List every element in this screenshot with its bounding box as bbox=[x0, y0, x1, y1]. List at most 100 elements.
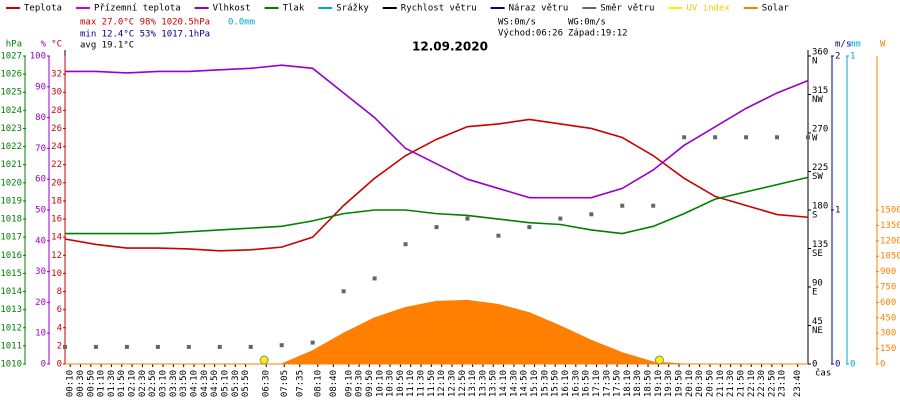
x-tick-label: 09:30 bbox=[355, 370, 365, 397]
x-tick-label: 11:50 bbox=[427, 370, 437, 397]
x-tick-label: 12:50 bbox=[458, 370, 468, 397]
legend-label: Náraz větru bbox=[509, 4, 569, 14]
wind-direction-point bbox=[620, 203, 625, 208]
wind-direction-point bbox=[279, 343, 284, 348]
y-tick-label: 1021 bbox=[0, 160, 22, 170]
y-tick-label: 10 bbox=[51, 269, 62, 279]
wind-direction-point bbox=[558, 216, 563, 221]
y-tick-label: 2 bbox=[835, 52, 840, 62]
x-tick-label: 10:50 bbox=[396, 370, 406, 397]
y-tick-label: 10 bbox=[35, 329, 46, 339]
x-tick-label: 14:50 bbox=[520, 370, 530, 397]
y-tick-label: 1019 bbox=[0, 196, 22, 206]
wind-direction-point bbox=[465, 216, 470, 221]
y-tick-label: 1 bbox=[850, 52, 855, 62]
x-tick-label: 21:10 bbox=[716, 370, 726, 397]
wind-direction-point bbox=[217, 344, 222, 349]
y-tick-label: 0 bbox=[835, 360, 840, 370]
wind-direction-point bbox=[713, 135, 718, 140]
x-tick-label: 23:40 bbox=[793, 370, 803, 397]
wind-direction-point bbox=[806, 135, 810, 140]
y-tick-label: 300 bbox=[880, 329, 896, 339]
y-tick-label: 1026 bbox=[0, 70, 22, 80]
y-tick-label: 60 bbox=[35, 175, 46, 185]
y-tick-label: 180 bbox=[812, 202, 828, 212]
y-tick-label: SE bbox=[812, 249, 823, 259]
y-tick-label: W bbox=[812, 134, 818, 144]
wind-direction-point bbox=[155, 344, 160, 349]
legend-label: Srážky bbox=[336, 4, 369, 14]
y-tick-label: 1350 bbox=[880, 221, 900, 231]
x-tick-label: 22:50 bbox=[767, 370, 777, 397]
y-tick-label: 1023 bbox=[0, 124, 22, 134]
y-tick-label: 12 bbox=[51, 251, 62, 261]
x-tick-label: 10:10 bbox=[375, 370, 385, 397]
wind-direction-point bbox=[651, 203, 656, 208]
y-tick-label: E bbox=[812, 288, 817, 298]
x-tick-label: 17:10 bbox=[592, 370, 602, 397]
y-tick-label: 600 bbox=[880, 298, 896, 308]
x-tick-label: 12:10 bbox=[437, 370, 447, 397]
wind-direction-point bbox=[682, 135, 687, 140]
y-tick-label: 0 bbox=[850, 360, 855, 370]
y-tick-label: 16 bbox=[51, 215, 62, 225]
legend-label: Tlak bbox=[283, 4, 305, 14]
y-tick-label: 135 bbox=[812, 240, 828, 250]
y-axis-title: W bbox=[880, 40, 886, 50]
x-tick-label: 01:10 bbox=[97, 370, 107, 397]
x-tick-label: 16:50 bbox=[582, 370, 592, 397]
wind-direction-point bbox=[589, 212, 594, 217]
y-tick-label: 1024 bbox=[0, 106, 22, 116]
y-tick-label: S bbox=[812, 211, 817, 221]
wind-direction-point bbox=[434, 225, 439, 230]
x-tick-label: 18:10 bbox=[623, 370, 633, 397]
stat-avg: avg 19.1°C bbox=[80, 41, 134, 51]
y-tick-label: 45 bbox=[812, 317, 823, 327]
legend-label: Vlhkost bbox=[213, 4, 251, 14]
y-tick-label: 28 bbox=[51, 106, 62, 116]
legend-label: Solar bbox=[762, 4, 790, 14]
y-tick-label: 1025 bbox=[0, 88, 22, 98]
y-tick-label: 70 bbox=[35, 144, 46, 154]
x-tick-label: 19:50 bbox=[674, 370, 684, 397]
x-tick-label: 01:50 bbox=[117, 370, 127, 397]
x-tick-label: 00:30 bbox=[76, 370, 86, 397]
y-tick-label: 80 bbox=[35, 113, 46, 123]
y-tick-label: SW bbox=[812, 172, 823, 182]
sun-marker bbox=[259, 355, 269, 365]
x-tick-label: 21:50 bbox=[736, 370, 746, 397]
y-tick-label: 1500 bbox=[880, 206, 900, 216]
y-axis-title: hPa bbox=[6, 40, 22, 50]
x-tick-label: 10:30 bbox=[386, 370, 396, 397]
x-tick-label: 21:30 bbox=[726, 370, 736, 397]
wind-direction-point bbox=[403, 242, 408, 247]
y-tick-label: 0 bbox=[41, 360, 46, 370]
wind-direction-point bbox=[527, 225, 532, 230]
x-tick-label: 16:30 bbox=[571, 370, 581, 397]
series-line bbox=[65, 176, 809, 235]
y-tick-label: 750 bbox=[880, 283, 896, 293]
y-tick-label: 1015 bbox=[0, 269, 22, 279]
legend-label: UV index bbox=[686, 4, 730, 14]
stat-sunrise: Východ:06:26 bbox=[498, 29, 563, 39]
x-tick-label: 12:30 bbox=[447, 370, 457, 397]
x-tick-label: 04:30 bbox=[200, 370, 210, 397]
y-tick-label: 225 bbox=[812, 163, 828, 173]
y-tick-label: 1200 bbox=[880, 236, 900, 246]
x-tick-label: 18:30 bbox=[633, 370, 643, 397]
y-tick-label: 20 bbox=[35, 298, 46, 308]
x-tick-label: 00:50 bbox=[86, 370, 96, 397]
y-tick-label: 20 bbox=[51, 178, 62, 188]
y-tick-label: 1018 bbox=[0, 215, 22, 225]
y-axis-title: m/s bbox=[835, 40, 851, 50]
x-tick-label: 04:10 bbox=[190, 370, 200, 397]
y-tick-label: 4 bbox=[57, 323, 62, 333]
x-tick-label: 23:10 bbox=[778, 370, 788, 397]
x-tick-label: 08:40 bbox=[329, 370, 339, 397]
y-tick-label: 40 bbox=[35, 236, 46, 246]
wind-direction-point bbox=[310, 340, 315, 345]
x-tick-label: 19:10 bbox=[654, 370, 664, 397]
y-tick-label: 22 bbox=[51, 160, 62, 170]
y-tick-label: NW bbox=[812, 95, 823, 105]
y-tick-label: 1014 bbox=[0, 287, 22, 297]
